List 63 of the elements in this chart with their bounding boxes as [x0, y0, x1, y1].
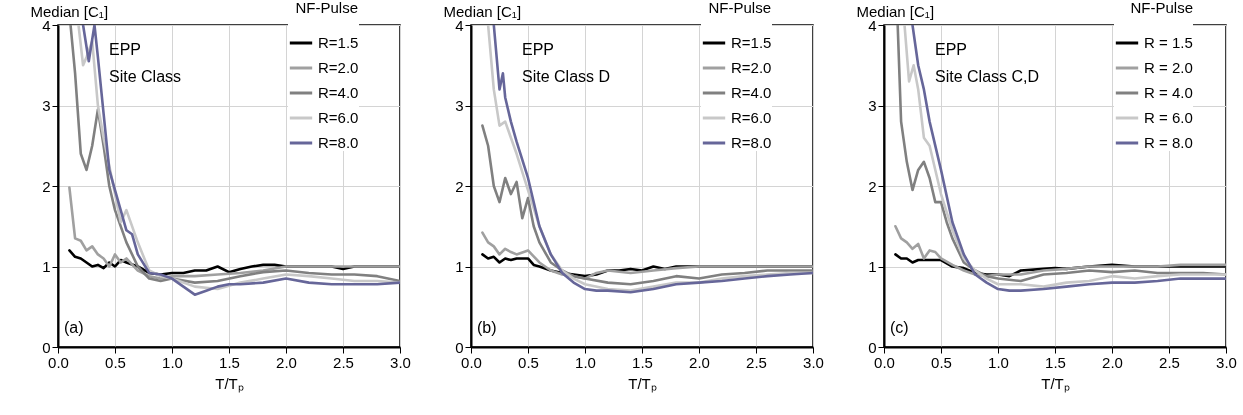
x-tick-label: 0.0	[874, 353, 895, 371]
x-tick-label: 0.0	[461, 353, 482, 371]
legend-label: R=4.0	[731, 84, 772, 101]
legend-title: NF-Pulse	[708, 0, 771, 16]
x-tick-label: 3.0	[803, 353, 824, 371]
legend-title: NF-Pulse	[1130, 0, 1193, 16]
y-tick-label: 3	[42, 97, 51, 114]
x-tick-label: 2.5	[333, 353, 354, 371]
x-tick-label: 1.5	[219, 353, 240, 371]
x-tick-label: 0.0	[48, 353, 69, 371]
x-tick-label: 0.5	[518, 353, 539, 371]
legend-label: R=2.0	[731, 59, 772, 76]
x-tick-label: 3.0	[390, 353, 411, 371]
legend-label: R=1.5	[731, 34, 772, 51]
x-tick-label: 2.0	[689, 353, 710, 371]
x-tick-label: 2.5	[746, 353, 767, 371]
legend-label: R = 1.5	[1144, 34, 1193, 51]
legend-label: R=6.0	[318, 109, 359, 126]
x-tick-label: 1.0	[988, 353, 1009, 371]
x-axis-title: T/Tₚ	[628, 374, 657, 393]
x-tick-label: 2.5	[1159, 353, 1180, 371]
legend-label: R = 2.0	[1144, 59, 1193, 76]
annotation: Site Class C,D	[935, 68, 1040, 85]
legend-label: R=2.0	[318, 59, 359, 76]
annotation: Site Class D	[522, 68, 611, 85]
annotation: (c)	[890, 319, 909, 336]
legend-label: R = 8.0	[1144, 134, 1193, 151]
legend-label: R = 4.0	[1144, 84, 1193, 101]
x-tick-label: 1.5	[632, 353, 653, 371]
y-tick-label: 1	[868, 258, 877, 275]
annotation: EPP	[935, 41, 968, 58]
y-tick-label: 2	[455, 177, 464, 195]
y-tick-label: 2	[42, 177, 51, 195]
x-axis-title: T/Tₚ	[215, 374, 244, 393]
y-tick-label: 0	[455, 338, 464, 356]
y-tick-label: 3	[868, 97, 877, 114]
x-tick-label: 3.0	[1216, 353, 1237, 371]
x-tick-label: 0.5	[931, 353, 952, 371]
y-tick-label: 2	[868, 177, 877, 195]
annotation: (a)	[64, 319, 84, 336]
x-tick-label: 1.5	[1045, 353, 1066, 371]
annotation: (b)	[477, 319, 497, 336]
annotation: EPP	[522, 41, 555, 58]
legend-label: R=6.0	[731, 109, 772, 126]
annotation: Site Class	[109, 68, 182, 85]
legend-label: R = 6.0	[1144, 109, 1193, 126]
legend-label: R=8.0	[318, 134, 359, 151]
x-tick-label: 0.5	[105, 353, 126, 371]
y-tick-label: 3	[455, 97, 464, 114]
x-tick-label: 2.0	[1102, 353, 1123, 371]
x-tick-label: 2.0	[276, 353, 297, 371]
y-tick-label: 0	[42, 338, 51, 356]
annotation: EPP	[109, 41, 142, 58]
legend-label: R=1.5	[318, 34, 359, 51]
legend-label: R=8.0	[731, 134, 772, 151]
legend-label: R=4.0	[318, 84, 359, 101]
y-tick-label: 1	[42, 258, 51, 275]
y-tick-label: 0	[868, 338, 877, 356]
x-tick-label: 1.0	[575, 353, 596, 371]
legend-title: NF-Pulse	[295, 0, 358, 16]
x-tick-label: 1.0	[162, 353, 183, 371]
x-axis-title: T/Tₚ	[1041, 374, 1070, 393]
y-tick-label: 1	[455, 258, 464, 275]
